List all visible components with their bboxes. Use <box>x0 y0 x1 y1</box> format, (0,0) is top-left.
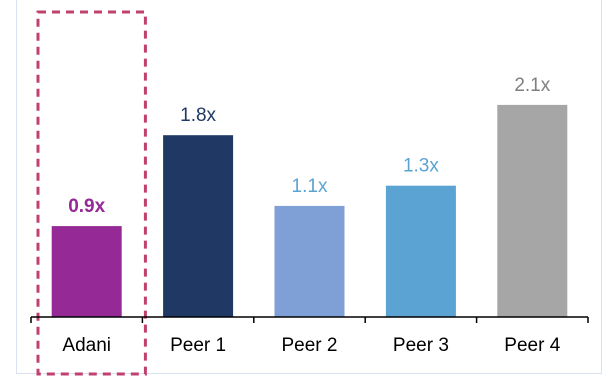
category-label-peer-3: Peer 3 <box>393 335 449 356</box>
highlight-dashed-box <box>36 10 147 376</box>
bar-adani <box>51 226 122 317</box>
bar-peer-1 <box>163 135 234 317</box>
value-label-peer-3: 1.3x <box>403 156 439 177</box>
bar-peer-2 <box>274 205 345 317</box>
category-label-peer-1: Peer 1 <box>170 335 226 356</box>
value-label-peer-1: 1.8x <box>180 105 216 126</box>
bar-peer-3 <box>385 185 456 317</box>
category-label-peer-2: Peer 2 <box>282 335 338 356</box>
chart-frame <box>16 0 602 374</box>
value-label-peer-2: 1.1x <box>292 176 328 197</box>
category-label-adani: Adani <box>62 335 111 356</box>
value-label-peer-4: 2.1x <box>514 75 550 96</box>
bar-peer-4 <box>497 104 568 318</box>
category-label-peer-4: Peer 4 <box>504 335 560 356</box>
value-label-adani: 0.9x <box>68 196 105 217</box>
